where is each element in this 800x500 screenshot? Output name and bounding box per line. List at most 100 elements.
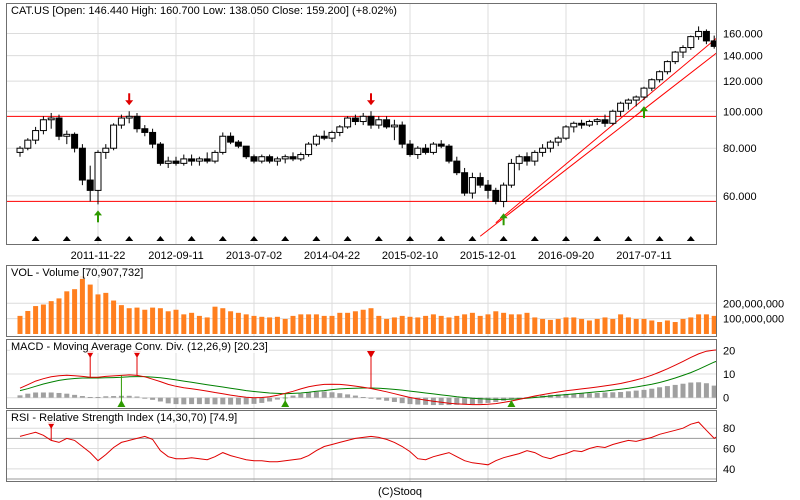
volume-bar bbox=[259, 316, 265, 334]
macd-histogram-bar bbox=[571, 393, 577, 398]
macd-histogram-bar bbox=[25, 393, 31, 398]
candle-body bbox=[367, 115, 375, 126]
volume-bar bbox=[87, 284, 93, 334]
volume-bar bbox=[696, 314, 702, 334]
candle-body bbox=[359, 115, 367, 123]
macd-histogram-bar bbox=[586, 393, 592, 398]
macd-histogram-bar bbox=[688, 382, 694, 398]
candle-body bbox=[624, 99, 632, 104]
macd-histogram-bar bbox=[703, 383, 709, 398]
price-ytick-label: 100.000 bbox=[723, 106, 763, 118]
volume-bar bbox=[711, 315, 716, 334]
macd-histogram-bar bbox=[228, 397, 234, 405]
candle-body bbox=[554, 137, 562, 143]
candle-body bbox=[593, 119, 601, 123]
macd-histogram-bar bbox=[462, 397, 468, 405]
macd-histogram-bar bbox=[220, 397, 226, 405]
rsi-chart-title: RSI - Relative Strength Index (14,30,70)… bbox=[10, 412, 239, 424]
candle-body bbox=[422, 147, 430, 153]
volume-bar bbox=[48, 301, 54, 334]
macd-histogram-bar bbox=[438, 397, 444, 406]
macd-histogram-bar bbox=[469, 397, 475, 405]
volume-bar bbox=[352, 311, 358, 334]
candle-body bbox=[273, 158, 281, 162]
candle-body bbox=[39, 119, 47, 132]
volume-bar bbox=[641, 318, 647, 334]
volume-bar bbox=[267, 317, 273, 334]
volume-bar bbox=[555, 318, 561, 334]
candle-body bbox=[312, 135, 320, 145]
candle-body bbox=[125, 115, 133, 119]
macd-histogram-bar bbox=[649, 388, 655, 398]
macd-histogram-bar bbox=[641, 389, 647, 398]
candle-body bbox=[445, 145, 453, 162]
volume-bar bbox=[103, 292, 109, 334]
candle-body bbox=[546, 141, 554, 149]
candle-body bbox=[640, 87, 648, 98]
candle-body bbox=[149, 131, 157, 145]
candle-body bbox=[601, 119, 609, 124]
volume-bar bbox=[235, 312, 241, 334]
volume-bar bbox=[571, 317, 577, 334]
period-marker bbox=[437, 236, 446, 241]
candle-body bbox=[55, 117, 63, 137]
volume-bar bbox=[251, 315, 257, 334]
candle-body bbox=[468, 177, 476, 194]
candle-body bbox=[180, 158, 188, 164]
macd-histogram-bar bbox=[189, 397, 195, 405]
volume-bar bbox=[165, 311, 171, 334]
candle-body bbox=[141, 128, 149, 133]
macd-histogram-bar bbox=[563, 393, 569, 398]
candle-body bbox=[110, 124, 118, 149]
volume-bar bbox=[243, 314, 249, 334]
candle-body bbox=[297, 154, 305, 160]
volume-bar bbox=[477, 315, 483, 334]
macd-histogram-bar bbox=[384, 397, 390, 401]
volume-bar bbox=[204, 317, 210, 334]
candle-body bbox=[570, 122, 578, 128]
volume-bar bbox=[680, 318, 686, 334]
candle-body bbox=[375, 119, 383, 126]
macd-panel: MACD - Moving Average Conv. Div. (12,26,… bbox=[6, 339, 717, 409]
volume-bar bbox=[633, 318, 639, 334]
volume-bar bbox=[79, 275, 85, 334]
candle-body bbox=[406, 143, 414, 156]
candle-body bbox=[656, 71, 664, 81]
macd-histogram-bar bbox=[555, 394, 561, 398]
candle-body bbox=[585, 121, 593, 126]
period-marker bbox=[312, 236, 321, 241]
volume-bar bbox=[547, 319, 553, 334]
date-xtick-label: 2015-02-10 bbox=[382, 250, 438, 262]
rsi-ytick-label: 60 bbox=[723, 444, 735, 456]
candle-body bbox=[16, 147, 24, 153]
sell-signal-arrowhead bbox=[125, 100, 134, 106]
volume-bar bbox=[399, 315, 405, 334]
candle-body bbox=[461, 172, 469, 194]
macd-histogram-bar bbox=[376, 397, 382, 400]
volume-bar bbox=[524, 312, 530, 334]
macd-histogram-bar bbox=[680, 383, 686, 398]
macd-histogram-bar bbox=[415, 397, 421, 405]
period-marker bbox=[499, 236, 508, 241]
macd-ytick-label: 10 bbox=[723, 369, 735, 381]
volume-bar bbox=[563, 317, 569, 334]
volume-bar bbox=[407, 316, 413, 334]
volume-bar bbox=[579, 318, 585, 334]
period-marker bbox=[374, 236, 383, 241]
candle-body bbox=[117, 117, 125, 126]
rsi-line bbox=[19, 421, 716, 466]
candle-body bbox=[203, 158, 211, 162]
volume-bar bbox=[282, 318, 288, 334]
period-marker bbox=[281, 236, 290, 241]
volume-bar bbox=[274, 316, 280, 334]
volume-bar bbox=[142, 309, 148, 334]
macd-histogram-bar bbox=[40, 392, 46, 398]
buy-signal-arrowhead bbox=[94, 210, 102, 216]
volume-bar bbox=[181, 314, 187, 334]
volume-bar bbox=[625, 317, 631, 334]
macd-histogram-bar bbox=[696, 382, 702, 398]
volume-bar bbox=[17, 315, 23, 334]
macd-histogram-bar bbox=[259, 397, 265, 403]
period-marker bbox=[218, 236, 227, 241]
macd-histogram-bar bbox=[329, 392, 335, 398]
